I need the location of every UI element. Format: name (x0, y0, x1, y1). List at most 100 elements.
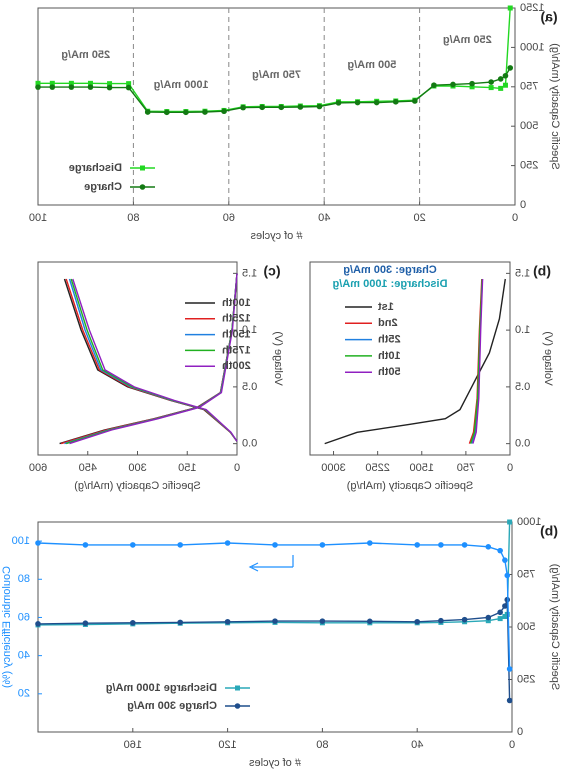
data-point (488, 79, 494, 85)
rate-annotation: 250 mA/g (443, 34, 492, 46)
data-point (485, 618, 491, 624)
data-point (354, 99, 361, 106)
series-line (64, 273, 238, 445)
data-point (373, 99, 380, 106)
data-point (438, 617, 444, 624)
data-point (319, 542, 326, 548)
panel-label: (b) (540, 523, 558, 539)
x-axis-title: # of cycles (250, 230, 302, 242)
data-point (469, 84, 475, 90)
data-point (240, 104, 246, 111)
y-tick-label: 1250 (520, 2, 544, 14)
data-point (163, 109, 170, 116)
data-point (502, 603, 508, 609)
rate-annotation: 500 mA/g (347, 59, 396, 71)
x-tick-label: 600 (29, 462, 47, 474)
data-point (125, 84, 132, 91)
x-tick-label: 160 (124, 739, 142, 751)
y2-tick-label: 80 (18, 573, 30, 585)
x-tick-label: 100 (29, 212, 47, 224)
x-tick-label: 60 (223, 212, 235, 224)
data-point (461, 542, 468, 548)
y-tick-label: 0.0 (515, 438, 530, 450)
efficiency-arrow (248, 555, 294, 572)
legend-label: 100th (222, 297, 251, 309)
y-tick-label: 0.5 (515, 381, 530, 393)
data-point (431, 82, 437, 89)
data-point (485, 614, 492, 621)
series-line (324, 278, 506, 445)
x-tick-label: 20 (413, 212, 425, 224)
data-point (35, 84, 41, 90)
x-tick-label: 150 (178, 462, 196, 474)
plot-frame (37, 521, 513, 733)
data-point (497, 547, 503, 554)
y-tick-label: 1000 (517, 516, 541, 528)
y2-tick-label: 60 (18, 611, 30, 623)
x-tick-label: 1500 (410, 462, 434, 474)
legend-label: 50th (378, 366, 401, 378)
data-point (319, 618, 326, 624)
y-tick-label: 750 (520, 81, 538, 93)
x-tick-label: 3000 (321, 462, 345, 474)
data-point (129, 620, 136, 626)
data-point (504, 572, 511, 579)
x-tick-label: 80 (127, 212, 139, 224)
data-point (367, 540, 373, 546)
y-tick-label: 0 (520, 199, 526, 211)
plot-frame (309, 261, 511, 456)
rate-annotation: 750 mA/g (252, 69, 301, 81)
condition-annotation: Charge: 300 mA/g (343, 264, 437, 276)
data-point (450, 81, 456, 88)
y-tick-label: 500 (517, 621, 535, 633)
x-tick-label: 40 (411, 739, 423, 751)
x-tick-label: 750 (457, 462, 475, 474)
data-point (202, 109, 208, 115)
y-axis-title: Specific Capacity (mAh/g) (549, 564, 561, 691)
x-tick-label: 40 (318, 212, 330, 224)
legend-label: 25th (378, 334, 401, 346)
data-point (485, 544, 492, 550)
y-tick-label: 1.5 (515, 267, 530, 279)
panel-label: (c) (263, 263, 280, 279)
data-point (144, 109, 151, 115)
y-tick-label: 1000 (520, 41, 544, 53)
legend-marker (140, 165, 145, 171)
x-axis-title: Specific Capacity (mAh/g) (74, 480, 201, 492)
data-point (367, 618, 373, 625)
y-tick-label: 1.0 (242, 324, 257, 336)
y-tick-label: 1.0 (515, 324, 530, 336)
legend-label: Charge 300 mA/g (127, 700, 217, 712)
data-point (507, 65, 514, 71)
data-point (497, 76, 504, 82)
data-point (68, 80, 74, 86)
data-point (507, 5, 513, 11)
data-point (183, 109, 189, 116)
x-tick-label: 80 (316, 739, 328, 751)
legend-label: 125th (222, 313, 251, 325)
y-tick-label: 0 (517, 726, 523, 738)
y-tick-label: 1.5 (242, 267, 257, 279)
data-point (177, 542, 183, 548)
y-tick-label: 0.0 (242, 438, 257, 450)
data-point (259, 104, 265, 111)
data-point (68, 84, 75, 90)
legend-label: 10th (378, 350, 401, 362)
y-tick-label: 250 (517, 673, 535, 685)
data-point (107, 81, 113, 87)
x-tick-label: 2250 (365, 462, 389, 474)
data-point (438, 542, 444, 548)
legend-label: Charge (84, 181, 122, 193)
data-point (35, 540, 41, 546)
y-tick-label: 0.5 (242, 381, 257, 393)
data-point (221, 108, 227, 115)
data-point (506, 697, 513, 704)
panel-label: (b) (533, 263, 551, 279)
legend-marker (139, 184, 146, 190)
x-axis-title: # of cycles (249, 757, 301, 769)
series-line (59, 273, 238, 445)
x-tick-label: 300 (128, 462, 146, 474)
legend-label: 2nd (378, 317, 398, 329)
y2-tick-label: 20 (18, 688, 30, 700)
